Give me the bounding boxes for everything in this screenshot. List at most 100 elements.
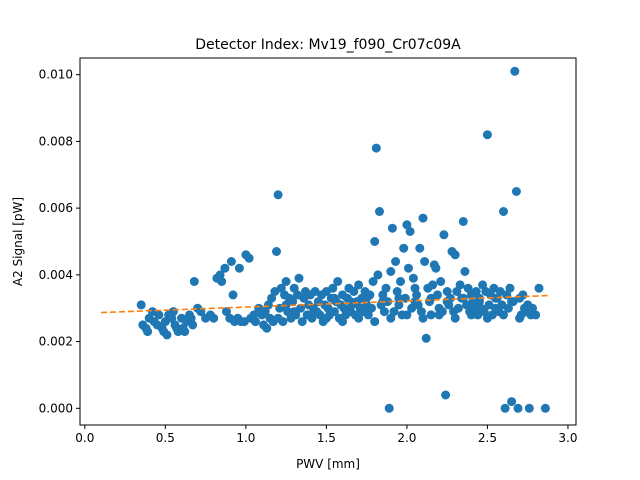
- data-point: [450, 250, 460, 260]
- data-point: [540, 403, 550, 413]
- data-point: [362, 293, 372, 303]
- data-point: [418, 313, 428, 323]
- data-point: [505, 283, 515, 293]
- y-axis: 0.000 0.002 0.004 0.006 0.008 0.010: [39, 68, 80, 415]
- data-point: [384, 403, 394, 413]
- data-point: [273, 313, 283, 323]
- data-point: [367, 303, 376, 313]
- data-point: [294, 273, 304, 283]
- data-point: [434, 310, 444, 320]
- data-point: [453, 303, 463, 313]
- data-point: [436, 277, 446, 286]
- data-point: [391, 257, 401, 266]
- data-point: [402, 310, 412, 320]
- x-tick-label: 2.0: [397, 431, 416, 445]
- data-point: [418, 213, 428, 223]
- y-tick-label: 0.010: [39, 68, 73, 82]
- data-point: [168, 307, 178, 317]
- data-point: [386, 313, 396, 323]
- data-point: [511, 187, 521, 196]
- x-tick-label: 2.5: [478, 431, 497, 445]
- data-point: [136, 300, 146, 310]
- data-point: [289, 307, 299, 317]
- data-point: [338, 317, 347, 327]
- data-point: [375, 207, 384, 216]
- data-point: [531, 310, 541, 320]
- x-axis-label: PWV [mm]: [296, 457, 360, 471]
- data-point: [402, 220, 412, 230]
- data-point: [373, 270, 383, 280]
- data-point: [209, 313, 219, 323]
- data-point: [404, 263, 413, 273]
- data-point: [482, 313, 492, 323]
- data-point: [499, 207, 508, 216]
- data-point: [420, 257, 430, 266]
- data-point: [188, 320, 198, 330]
- data-point: [328, 283, 338, 293]
- data-point: [458, 217, 468, 226]
- y-tick-label: 0.002: [39, 335, 73, 349]
- data-point: [439, 230, 449, 240]
- data-point: [408, 273, 418, 283]
- data-point: [410, 297, 420, 307]
- data-point: [273, 190, 283, 200]
- data-point: [394, 300, 404, 310]
- data-point: [333, 277, 343, 286]
- data-point: [524, 403, 534, 413]
- data-point: [154, 310, 164, 320]
- data-point: [455, 280, 465, 290]
- data-point: [370, 317, 380, 327]
- data-point: [463, 283, 473, 293]
- data-point: [470, 303, 479, 313]
- data-point: [267, 293, 277, 303]
- data-point: [143, 327, 153, 337]
- data-point: [272, 247, 281, 256]
- data-point: [466, 310, 476, 320]
- plot-frame: [79, 57, 577, 426]
- data-point: [260, 307, 270, 317]
- data-point: [428, 280, 438, 290]
- data-point: [244, 253, 254, 263]
- data-point: [162, 330, 172, 340]
- data-point: [386, 267, 396, 276]
- data-point: [228, 290, 238, 300]
- fit-layer: [100, 294, 549, 314]
- data-point: [321, 313, 331, 323]
- data-point: [297, 317, 307, 327]
- data-point: [251, 317, 260, 327]
- data-point: [507, 297, 517, 307]
- data-point: [523, 300, 533, 310]
- data-point: [378, 290, 388, 300]
- data-point: [482, 130, 492, 140]
- data-point: [460, 267, 470, 276]
- data-point: [234, 263, 244, 273]
- data-point: [441, 390, 451, 400]
- fit-line: [100, 294, 549, 314]
- data-point: [491, 293, 500, 303]
- data-point: [499, 310, 508, 320]
- data-point: [370, 237, 380, 246]
- data-point: [276, 283, 286, 293]
- y-tick-label: 0.008: [39, 134, 73, 148]
- data-point: [474, 297, 484, 307]
- data-point: [329, 293, 339, 303]
- x-tick-label: 0.5: [156, 431, 175, 445]
- data-point: [368, 277, 378, 286]
- data-point: [346, 297, 355, 307]
- data-point: [217, 277, 227, 286]
- data-point: [415, 243, 425, 253]
- data-point: [189, 277, 199, 286]
- data-point: [450, 313, 460, 323]
- data-point: [500, 403, 510, 413]
- data-point: [329, 307, 339, 317]
- data-point: [381, 283, 391, 293]
- points-layer: [136, 66, 550, 413]
- data-point: [371, 143, 381, 153]
- x-tick-label: 1.0: [236, 431, 255, 445]
- data-point: [281, 277, 291, 286]
- data-point: [421, 333, 431, 343]
- x-axis: 0.0 0.5 1.0 1.5 2.0 2.5 3.0: [75, 425, 577, 445]
- y-tick-label: 0.006: [39, 201, 73, 215]
- chart-title: Detector Index: Mv19_f090_Cr07c09A: [195, 37, 461, 53]
